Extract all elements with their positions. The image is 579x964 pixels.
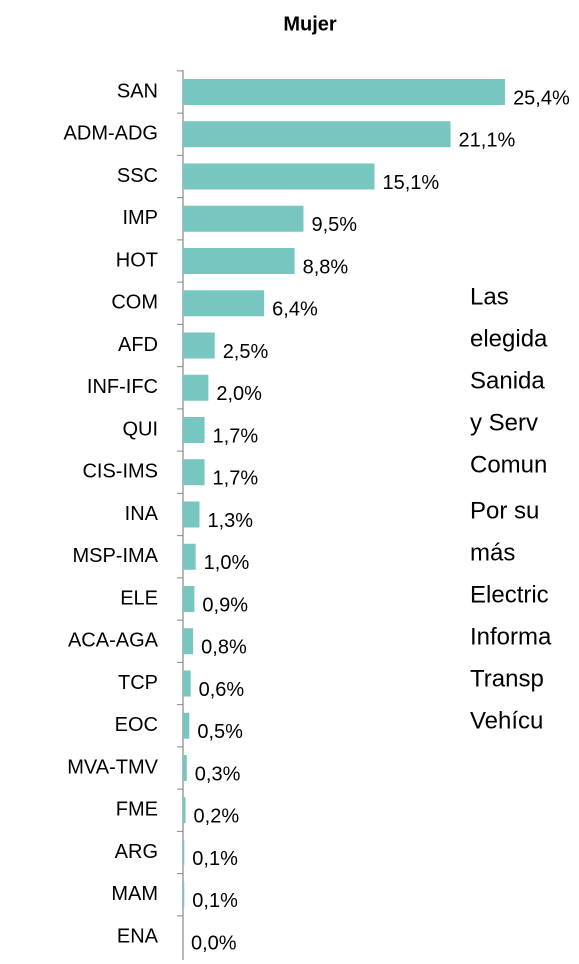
body-text: Informa xyxy=(470,623,552,650)
value-label: 1,3% xyxy=(207,510,253,532)
value-label: 0,5% xyxy=(197,721,243,743)
category-label: MSP-IMA xyxy=(72,545,158,567)
bar xyxy=(183,881,185,908)
value-label: 25,4% xyxy=(513,87,570,109)
bar xyxy=(183,543,196,570)
body-text: Comun xyxy=(470,451,547,478)
category-label: INA xyxy=(125,503,159,525)
value-label: 0,2% xyxy=(194,806,240,828)
category-label: COM xyxy=(111,292,158,314)
value-label: 21,1% xyxy=(459,130,516,152)
body-text: elegida xyxy=(470,325,548,352)
category-label: MVA-TMV xyxy=(67,756,158,778)
bar xyxy=(183,290,265,317)
bar xyxy=(183,459,205,486)
bar xyxy=(183,374,209,401)
value-label: 6,4% xyxy=(272,299,318,321)
bar xyxy=(183,797,186,824)
value-label: 0,3% xyxy=(195,763,241,785)
body-text: Por su xyxy=(470,497,539,524)
value-label: 0,1% xyxy=(192,848,238,870)
category-label: HOT xyxy=(116,249,158,271)
bar xyxy=(183,332,215,359)
category-label: IMP xyxy=(122,207,158,229)
bar xyxy=(183,755,187,781)
value-label: 1,7% xyxy=(213,468,259,490)
body-text: Transp xyxy=(470,665,544,692)
category-label: TCP xyxy=(118,672,158,694)
bar xyxy=(183,501,200,528)
value-label: 2,0% xyxy=(216,383,262,405)
category-label: SAN xyxy=(117,80,158,102)
bar xyxy=(183,121,451,148)
bar xyxy=(183,586,195,612)
value-label: 0,1% xyxy=(192,890,238,912)
value-label: 0,8% xyxy=(201,637,247,659)
value-label: 9,5% xyxy=(311,214,357,236)
bar xyxy=(183,628,194,655)
category-label: FME xyxy=(116,799,158,821)
category-label: AFD xyxy=(118,334,158,356)
body-text: Vehícu xyxy=(470,707,543,734)
bar xyxy=(183,670,191,697)
value-label: 2,5% xyxy=(223,341,269,363)
category-label: INF-IFC xyxy=(87,376,158,398)
bar xyxy=(183,712,190,739)
value-label: 0,9% xyxy=(202,594,248,616)
value-label: 1,0% xyxy=(204,552,250,574)
bar xyxy=(183,79,506,105)
bar xyxy=(183,839,185,866)
category-label: ENA xyxy=(117,925,159,947)
value-label: 0,6% xyxy=(199,679,245,701)
bar xyxy=(183,205,304,232)
value-label: 0,0% xyxy=(191,932,237,954)
chart-title: Mujer xyxy=(283,13,337,35)
bar xyxy=(183,417,205,443)
body-text: y Serv xyxy=(470,409,538,436)
category-label: ADM-ADG xyxy=(64,123,158,145)
category-label: QUI xyxy=(122,418,158,440)
bar xyxy=(183,248,295,274)
category-label: ARG xyxy=(115,841,158,863)
category-label: EOC xyxy=(115,714,158,736)
category-label: MAM xyxy=(111,883,158,905)
value-label: 1,7% xyxy=(213,425,259,447)
bar xyxy=(183,163,375,190)
body-text: Electric xyxy=(470,581,549,608)
body-text: más xyxy=(470,539,515,566)
category-label: ACA-AGA xyxy=(68,630,159,652)
category-label: CIS-IMS xyxy=(82,461,158,483)
category-label: ELE xyxy=(120,587,158,609)
value-label: 8,8% xyxy=(303,256,349,278)
body-text: Sanida xyxy=(470,367,545,394)
category-label: SSC xyxy=(117,165,158,187)
body-text: Las xyxy=(470,283,509,310)
value-label: 15,1% xyxy=(382,172,439,194)
